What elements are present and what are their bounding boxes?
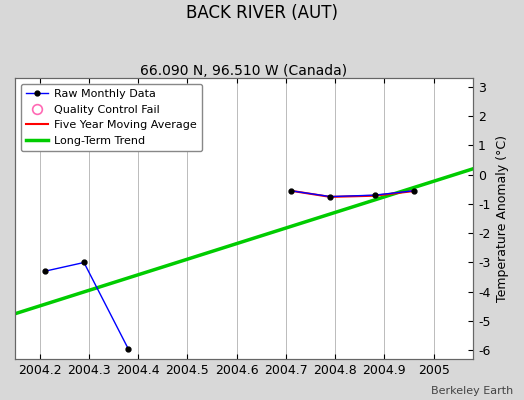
Title: 66.090 N, 96.510 W (Canada): 66.090 N, 96.510 W (Canada) <box>140 64 347 78</box>
Legend: Raw Monthly Data, Quality Control Fail, Five Year Moving Average, Long-Term Tren: Raw Monthly Data, Quality Control Fail, … <box>20 84 202 151</box>
Text: BACK RIVER (AUT): BACK RIVER (AUT) <box>186 4 338 22</box>
Text: Berkeley Earth: Berkeley Earth <box>431 386 514 396</box>
Y-axis label: Temperature Anomaly (°C): Temperature Anomaly (°C) <box>496 135 509 302</box>
